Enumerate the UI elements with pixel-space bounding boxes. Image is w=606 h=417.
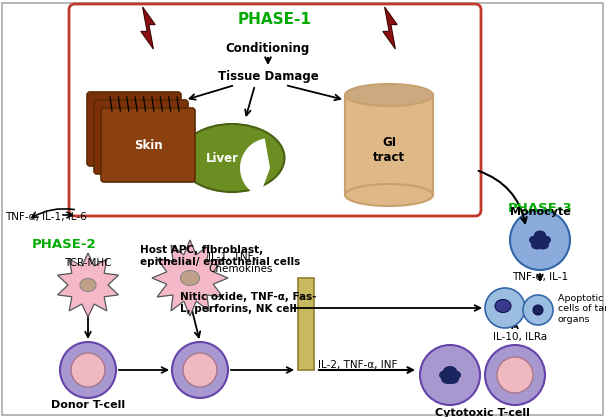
Ellipse shape [439, 370, 453, 380]
Text: IL-10, ILRa: IL-10, ILRa [493, 332, 547, 342]
Ellipse shape [447, 370, 461, 380]
Text: PHASE-3: PHASE-3 [508, 202, 573, 215]
Bar [345, 95, 433, 195]
Text: Donor T-cell: Donor T-cell [51, 400, 125, 410]
FancyBboxPatch shape [94, 100, 188, 174]
Ellipse shape [181, 271, 199, 286]
Circle shape [172, 342, 228, 398]
Ellipse shape [345, 84, 433, 106]
Text: Host APC, fibroblast,
epithelial/ endothelial cells: Host APC, fibroblast, epithelial/ endoth… [140, 245, 300, 266]
Ellipse shape [537, 241, 549, 249]
Text: IL-2, TNF-α, INF: IL-2, TNF-α, INF [318, 360, 398, 370]
Circle shape [485, 288, 525, 328]
Circle shape [183, 353, 217, 387]
Ellipse shape [80, 279, 96, 291]
Text: GI
tract: GI tract [373, 136, 405, 164]
Text: Liver: Liver [205, 151, 239, 164]
Polygon shape [383, 7, 397, 49]
Ellipse shape [345, 184, 433, 206]
Text: TCR-MHC: TCR-MHC [64, 258, 112, 268]
Ellipse shape [539, 236, 551, 244]
Text: TNF-α, IL-1: TNF-α, IL-1 [512, 272, 568, 282]
Circle shape [71, 353, 105, 387]
Circle shape [497, 357, 533, 393]
Text: Monocyte: Monocyte [510, 207, 570, 217]
Text: Apoptotic host
cells of target
organs: Apoptotic host cells of target organs [558, 294, 606, 324]
Circle shape [485, 345, 545, 405]
Circle shape [510, 210, 570, 270]
Text: IL-1, TNF,
Chemokines: IL-1, TNF, Chemokines [208, 252, 273, 274]
Text: Conditioning: Conditioning [226, 42, 310, 55]
Polygon shape [58, 253, 118, 317]
Polygon shape [141, 7, 155, 49]
Ellipse shape [445, 374, 459, 384]
FancyBboxPatch shape [101, 108, 195, 182]
Bar [298, 278, 314, 370]
Ellipse shape [529, 236, 541, 244]
Ellipse shape [495, 299, 511, 312]
FancyBboxPatch shape [69, 4, 481, 216]
Ellipse shape [443, 366, 457, 376]
Ellipse shape [534, 231, 546, 239]
Circle shape [523, 295, 553, 325]
Text: TNF-α, IL-1, IL-6: TNF-α, IL-1, IL-6 [5, 212, 87, 222]
Wedge shape [240, 138, 270, 196]
Text: PHASE-1: PHASE-1 [238, 12, 312, 27]
Circle shape [60, 342, 116, 398]
FancyBboxPatch shape [87, 92, 181, 166]
Circle shape [420, 345, 480, 405]
Ellipse shape [531, 241, 543, 249]
Polygon shape [152, 240, 228, 316]
Ellipse shape [441, 374, 455, 384]
Text: Nitic oxide, TNF-α, Fas-
L, perforins, NK cell: Nitic oxide, TNF-α, Fas- L, perforins, N… [180, 292, 316, 314]
Ellipse shape [179, 124, 284, 192]
Text: PHASE-2: PHASE-2 [32, 238, 96, 251]
Text: Cytotoxic T-cell: Cytotoxic T-cell [435, 408, 530, 417]
Circle shape [533, 305, 543, 315]
Text: Skin: Skin [134, 138, 162, 151]
Text: Tissue Damage: Tissue Damage [218, 70, 318, 83]
